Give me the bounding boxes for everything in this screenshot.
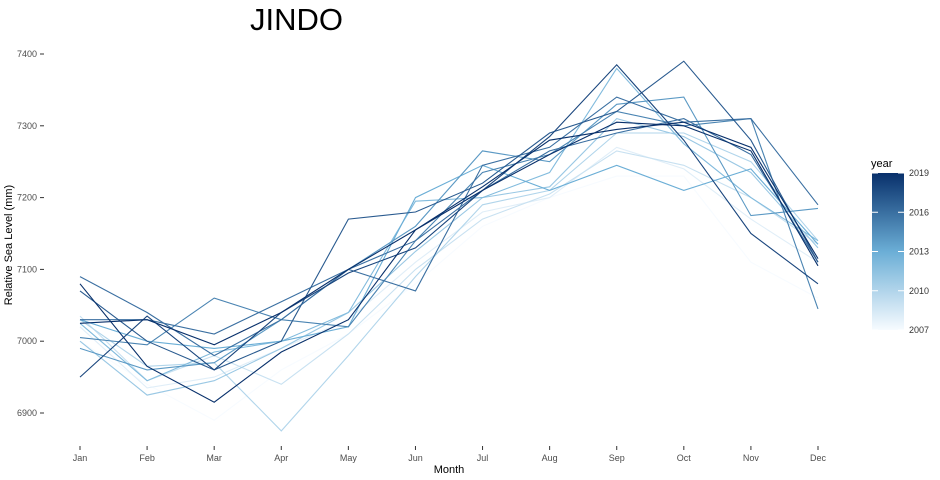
series-line-2014 xyxy=(79,96,819,371)
y-tick-label: 7000 xyxy=(17,336,37,346)
x-tick-label: Sep xyxy=(609,453,625,463)
series-line-2010 xyxy=(79,132,819,432)
x-tick-label: Feb xyxy=(139,453,155,463)
series-line-2019 xyxy=(79,121,819,346)
x-tick-label: Jan xyxy=(73,453,88,463)
series-line-2007 xyxy=(79,175,819,421)
legend-ticks: 2007 2010 2013 2016 2019 xyxy=(872,168,929,335)
series-line-2008 xyxy=(79,146,819,389)
series-line-2011 xyxy=(79,117,819,396)
x-axis-title: Month xyxy=(434,464,465,476)
series-line-2016 xyxy=(80,118,819,335)
x-tick-label: Mar xyxy=(206,453,222,463)
x-tick-label: Aug xyxy=(542,453,558,463)
chart-title: JINDO xyxy=(250,2,343,37)
x-tick-label: May xyxy=(340,453,358,463)
series-line-2019 xyxy=(79,121,819,403)
series-layer xyxy=(79,60,819,432)
y-axis-title: Relative Sea Level (mm) xyxy=(3,185,15,305)
series-line-2017 xyxy=(79,60,819,371)
legend-break-label: 2019 xyxy=(909,168,929,178)
y-tick-label: 7300 xyxy=(17,121,37,131)
x-tick-label: Jun xyxy=(408,453,423,463)
y-axis: 6900 7000 7100 7200 7300 7400 xyxy=(17,49,44,418)
legend-title: year xyxy=(871,158,893,170)
legend-break-label: 2013 xyxy=(909,247,929,257)
series-line-2018 xyxy=(79,63,819,378)
legend-break-label: 2010 xyxy=(909,286,929,296)
y-tick-label: 7400 xyxy=(17,49,37,59)
y-tick-label: 7200 xyxy=(17,193,37,203)
x-tick-label: Nov xyxy=(743,453,760,463)
y-tick-label: 6900 xyxy=(17,408,37,418)
legend: year 2007 2010 2013 2016 2019 xyxy=(871,158,929,335)
y-tick-label: 7100 xyxy=(17,264,37,274)
x-tick-label: Oct xyxy=(677,453,692,463)
series-line-2009 xyxy=(79,150,819,385)
legend-break-label: 2007 xyxy=(909,325,929,335)
series-line-2016 xyxy=(79,96,819,357)
series-line-2013 xyxy=(79,164,819,349)
x-tick-label: Jul xyxy=(477,453,489,463)
x-tick-label: Apr xyxy=(274,453,288,463)
x-tick-label: Dec xyxy=(810,453,827,463)
legend-break-label: 2016 xyxy=(909,207,929,217)
series-line-2012 xyxy=(79,67,819,382)
x-axis: Jan Feb Mar Apr May Jun Jul Aug Sep Oct Nov Dec xyxy=(73,446,827,463)
